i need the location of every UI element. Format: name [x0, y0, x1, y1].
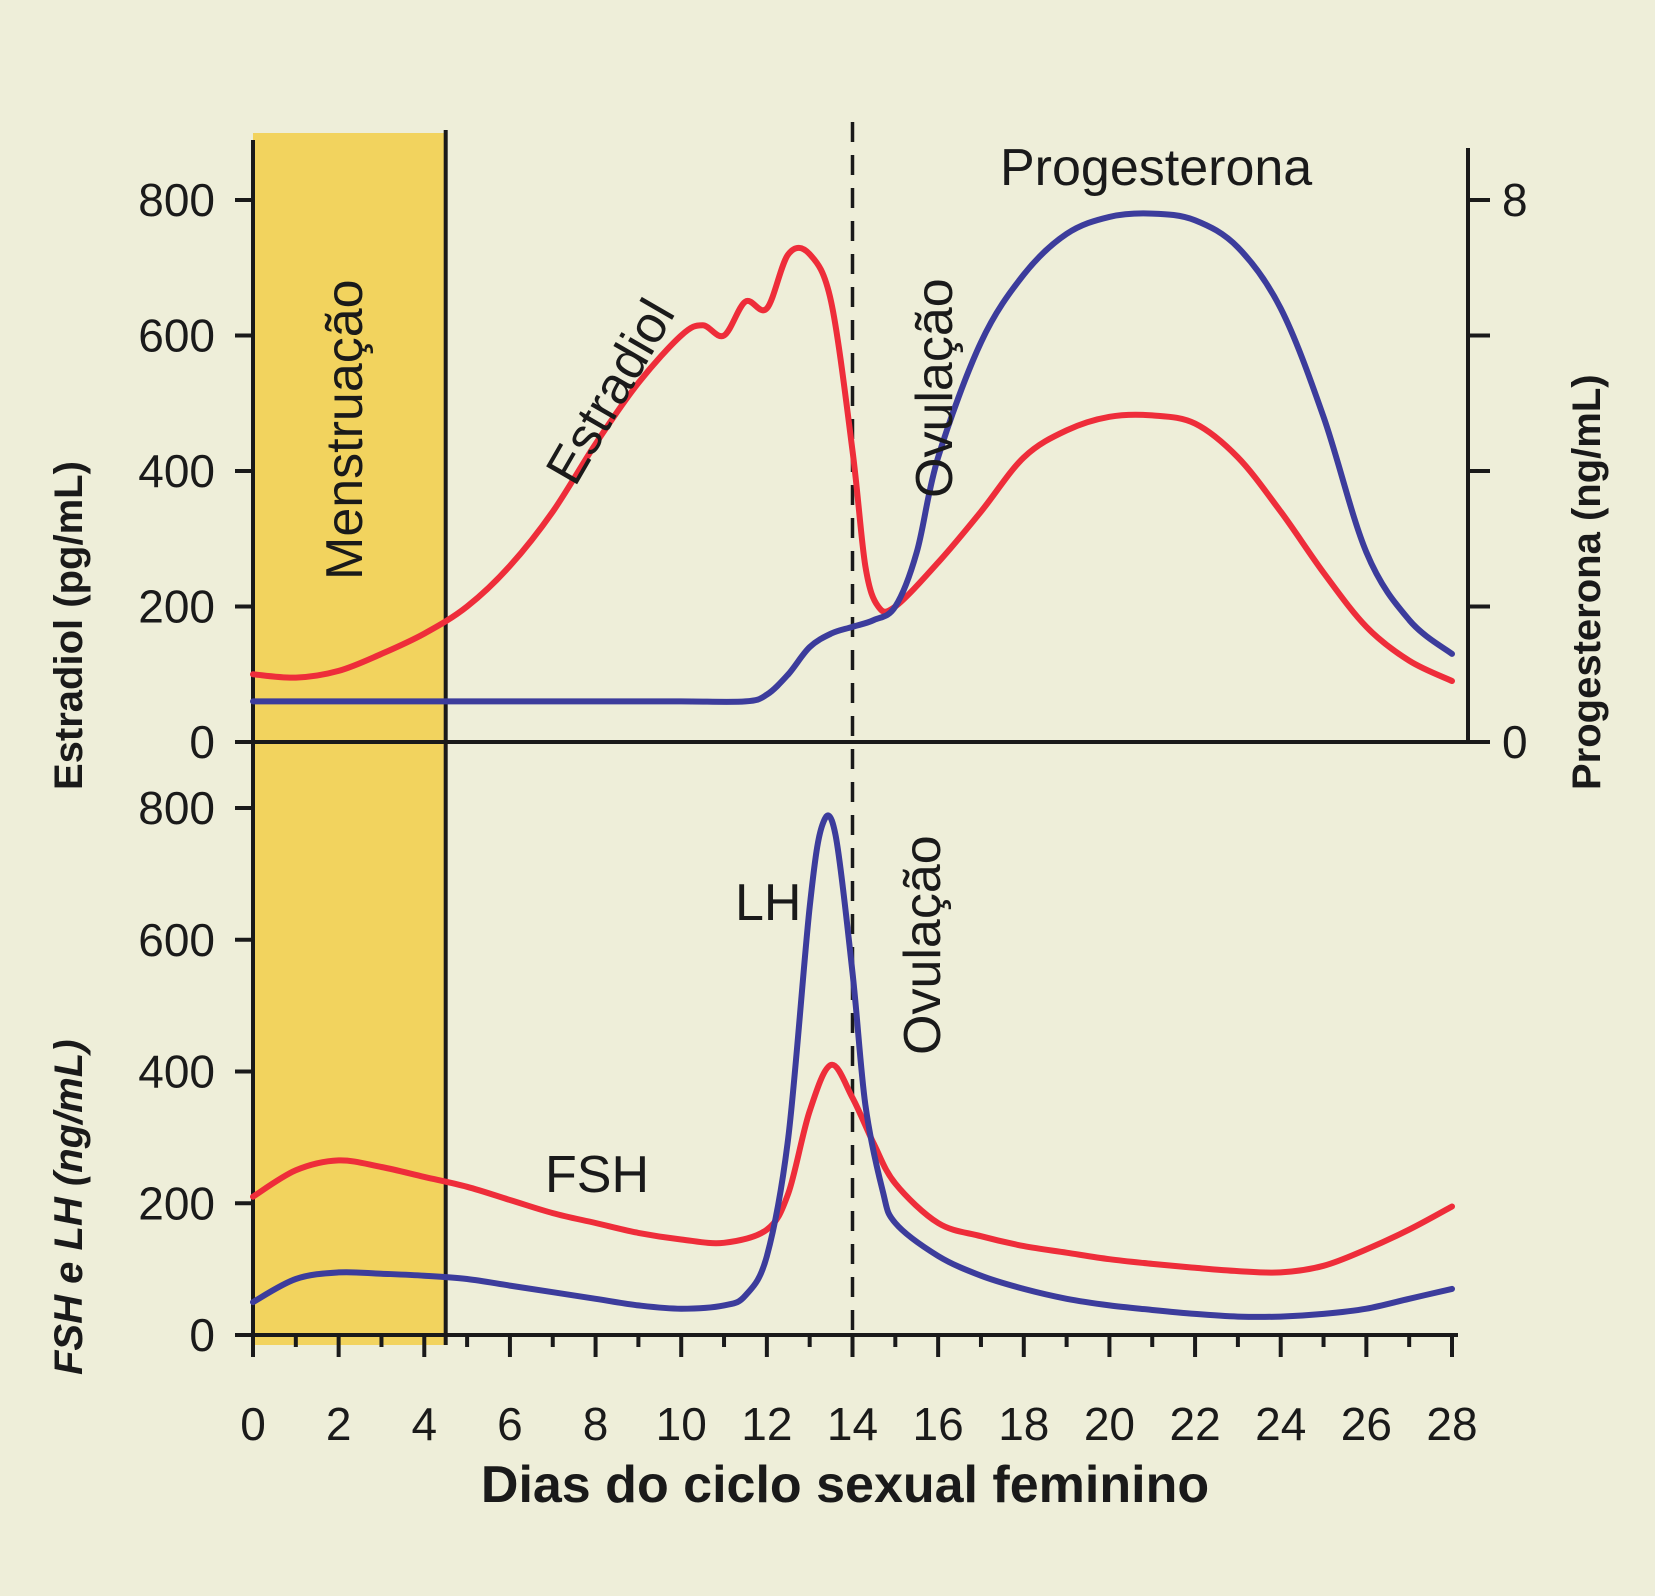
right-y-tick-label: 8 [1502, 174, 1528, 226]
x-tick-label: 20 [1084, 1398, 1135, 1450]
x-tick-label: 6 [497, 1398, 523, 1450]
top-y-tick-label: 0 [189, 716, 215, 768]
progesterone-axis-title: Progesterona (ng/mL) [1565, 374, 1609, 790]
estradiol-axis-title: Estradiol (pg/mL) [47, 461, 91, 790]
bottom-y-tick-label: 800 [138, 782, 215, 834]
bottom-y-tick-label: 600 [138, 914, 215, 966]
x-tick-label: 8 [583, 1398, 609, 1450]
bottom-y-tick-label: 400 [138, 1046, 215, 1098]
x-axis-title: Dias do ciclo sexual feminino [481, 1456, 1209, 1514]
menstruation-label: Menstruação [316, 279, 374, 580]
lh-curve-label: LH [735, 874, 801, 932]
bottom-y-tick-label: 0 [189, 1309, 215, 1361]
fsh-lh-axis-title: FSH e LH (ng/mL) [47, 1039, 91, 1375]
top-y-tick-label: 400 [138, 445, 215, 497]
x-tick-label: 18 [998, 1398, 1049, 1450]
x-tick-label: 0 [240, 1398, 266, 1450]
progesterone-curve-label: Progesterona [1000, 139, 1312, 197]
x-tick-label: 28 [1426, 1398, 1477, 1450]
right-y-tick-label: 0 [1502, 716, 1528, 768]
axes [235, 122, 1490, 1357]
x-tick-label: 14 [827, 1398, 878, 1450]
x-tick-label: 16 [913, 1398, 964, 1450]
x-tick-label: 4 [411, 1398, 437, 1450]
menstruation-band [253, 133, 446, 1345]
x-tick-label: 24 [1255, 1398, 1306, 1450]
top-y-tick-label: 600 [138, 310, 215, 362]
estradiol-line [250, 244, 1455, 684]
curves [250, 210, 1455, 1320]
ovulation-label-top: Ovulação [906, 278, 964, 498]
x-tick-label: 22 [1169, 1398, 1220, 1450]
x-tick-label: 12 [741, 1398, 792, 1450]
ovulation-label-bottom: Ovulação [894, 835, 952, 1055]
top-y-tick-label: 800 [138, 174, 215, 226]
x-tick-label: 10 [656, 1398, 707, 1450]
top-y-tick-label: 200 [138, 581, 215, 633]
bottom-y-tick-label: 200 [138, 1177, 215, 1229]
estradiol-curve-label: Estradiol [535, 290, 686, 494]
fsh-curve-label: FSH [545, 1146, 649, 1204]
lh-line [250, 812, 1455, 1320]
x-tick-label: 26 [1341, 1398, 1392, 1450]
fsh-line [250, 1061, 1455, 1276]
x-tick-label: 2 [326, 1398, 352, 1450]
progesterone-line [250, 210, 1455, 705]
